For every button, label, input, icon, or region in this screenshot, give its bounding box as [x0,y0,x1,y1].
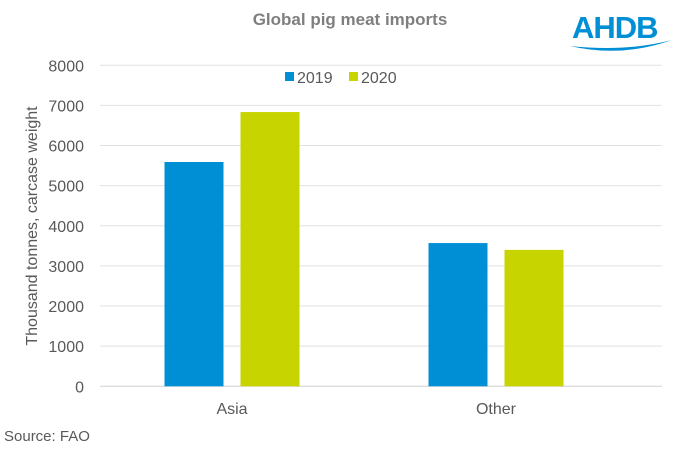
legend-label: 2020 [361,70,397,87]
chart-title: Global pig meat imports [252,10,448,29]
legend-label: 2019 [297,70,333,87]
y-tick-label: 7000 [48,98,84,115]
bar-asia-2019 [164,162,224,387]
y-tick-label: 0 [75,379,84,396]
source-note: Source: FAO [4,428,90,445]
y-tick-label: 6000 [48,139,84,156]
y-tick-label: 8000 [48,58,84,75]
y-tick-label: 3000 [48,259,84,276]
ahdb-logo: AHDB [570,10,672,51]
y-tick-label: 4000 [48,219,84,236]
bar-other-2019 [428,243,488,387]
x-tick-label: Asia [216,401,247,418]
y-tick-label: 1000 [48,339,84,356]
bar-other-2020 [504,249,564,387]
legend-swatch-2019 [285,72,294,81]
legend-swatch-2020 [349,72,358,81]
y-tick-label: 2000 [48,299,84,316]
bar-asia-2020 [240,112,300,387]
y-axis-label: Thousand tonnes, carcase weight [24,106,41,346]
x-tick-label: Other [476,401,517,418]
svg-text:AHDB: AHDB [572,10,658,45]
y-tick-label: 5000 [48,179,84,196]
